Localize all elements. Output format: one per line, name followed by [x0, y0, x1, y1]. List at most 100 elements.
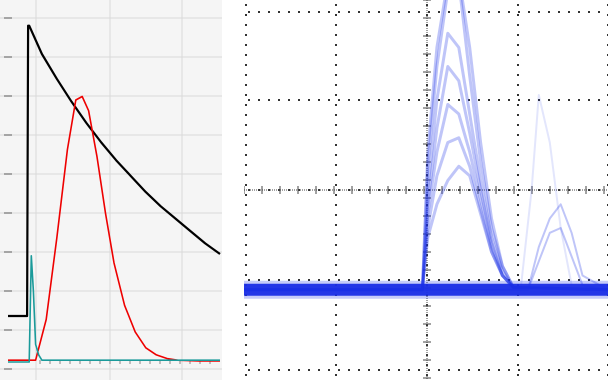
grid-dot [558, 369, 560, 371]
grid-dot [418, 11, 420, 13]
grid-dot [335, 44, 337, 46]
grid-dot [318, 11, 320, 13]
grid-dot [517, 134, 519, 136]
grid-dot [538, 11, 540, 13]
grid-dot [298, 369, 300, 371]
grid-dot [378, 11, 380, 13]
grid-dot [418, 279, 420, 281]
grid-dot [468, 279, 470, 281]
grid-dot [388, 369, 390, 371]
grid-dot [268, 11, 270, 13]
grid-dot [245, 324, 247, 326]
grid-dot [517, 34, 519, 36]
grid-dot [335, 334, 337, 336]
grid-dot [298, 11, 300, 13]
grid-dot [488, 279, 490, 281]
grid-dot [488, 99, 490, 101]
grid-dot [278, 11, 280, 13]
grid-dot [335, 144, 337, 146]
grid-dot [588, 11, 590, 13]
grid-dot [335, 174, 337, 176]
grid-dot [245, 124, 247, 126]
grid-dot [335, 274, 337, 276]
grid-dot [517, 264, 519, 266]
grid-dot [517, 194, 519, 196]
grid-dot [248, 11, 250, 13]
grid-dot [335, 184, 337, 186]
grid-dot [548, 279, 550, 281]
grid-dot [245, 134, 247, 136]
grid-dot [558, 279, 560, 281]
grid-dot [245, 374, 247, 376]
grid-dot [517, 224, 519, 226]
grid-dot [458, 99, 460, 101]
grid-dot [245, 354, 247, 356]
grid-dot [245, 214, 247, 216]
grid-dot [418, 369, 420, 371]
grid-dot [245, 64, 247, 66]
grid-dot [245, 54, 247, 56]
grid-dot [508, 99, 510, 101]
grid-dot [517, 144, 519, 146]
grid-dot [568, 11, 570, 13]
grid-dot [335, 134, 337, 136]
grid-dot [517, 374, 519, 376]
grid-dot [508, 11, 510, 13]
grid-dot [308, 11, 310, 13]
grid-dot [335, 4, 337, 6]
grid-dot [588, 369, 590, 371]
grid-dot [335, 24, 337, 26]
grid-dot [358, 369, 360, 371]
grid-dot [448, 11, 450, 13]
grid-dot [517, 104, 519, 106]
grid-dot [245, 274, 247, 276]
grid-dot [258, 279, 260, 281]
grid-dot [538, 279, 540, 281]
grid-dot [498, 11, 500, 13]
grid-dot [517, 204, 519, 206]
grid-dot [348, 11, 350, 13]
grid-dot [517, 354, 519, 356]
grid-dot [517, 254, 519, 256]
grid-dot [268, 369, 270, 371]
grid-dot [335, 74, 337, 76]
grid-dot [468, 11, 470, 13]
grid-dot [388, 11, 390, 13]
grid-dot [408, 369, 410, 371]
grid-dot [517, 64, 519, 66]
grid-dot [298, 279, 300, 281]
grid-dot [458, 11, 460, 13]
grid-dot [335, 104, 337, 106]
grid-dot [368, 369, 370, 371]
grid-dot [478, 369, 480, 371]
grid-dot [517, 234, 519, 236]
grid-dot [308, 279, 310, 281]
grid-dot [498, 369, 500, 371]
grid-dot [245, 174, 247, 176]
grid-dot [245, 264, 247, 266]
grid-dot [528, 11, 530, 13]
grid-dot [335, 204, 337, 206]
grid-dot [517, 4, 519, 6]
grid-dot [517, 54, 519, 56]
grid-dot [245, 304, 247, 306]
grid-dot [438, 369, 440, 371]
grid-dot [335, 354, 337, 356]
grid-dot [528, 369, 530, 371]
grid-dot [278, 369, 280, 371]
grid-dot [335, 324, 337, 326]
grid-dot [335, 154, 337, 156]
grid-dot [335, 224, 337, 226]
grid-dot [358, 279, 360, 281]
grid-dot [335, 124, 337, 126]
grid-dot [278, 99, 280, 101]
grid-dot [335, 374, 337, 376]
grid-dot [428, 99, 430, 101]
grid-dot [498, 99, 500, 101]
grid-dot [558, 11, 560, 13]
grid-dot [368, 99, 370, 101]
grid-dot [328, 99, 330, 101]
right-oscilloscope-panel [244, 0, 608, 380]
grid-dot [308, 369, 310, 371]
